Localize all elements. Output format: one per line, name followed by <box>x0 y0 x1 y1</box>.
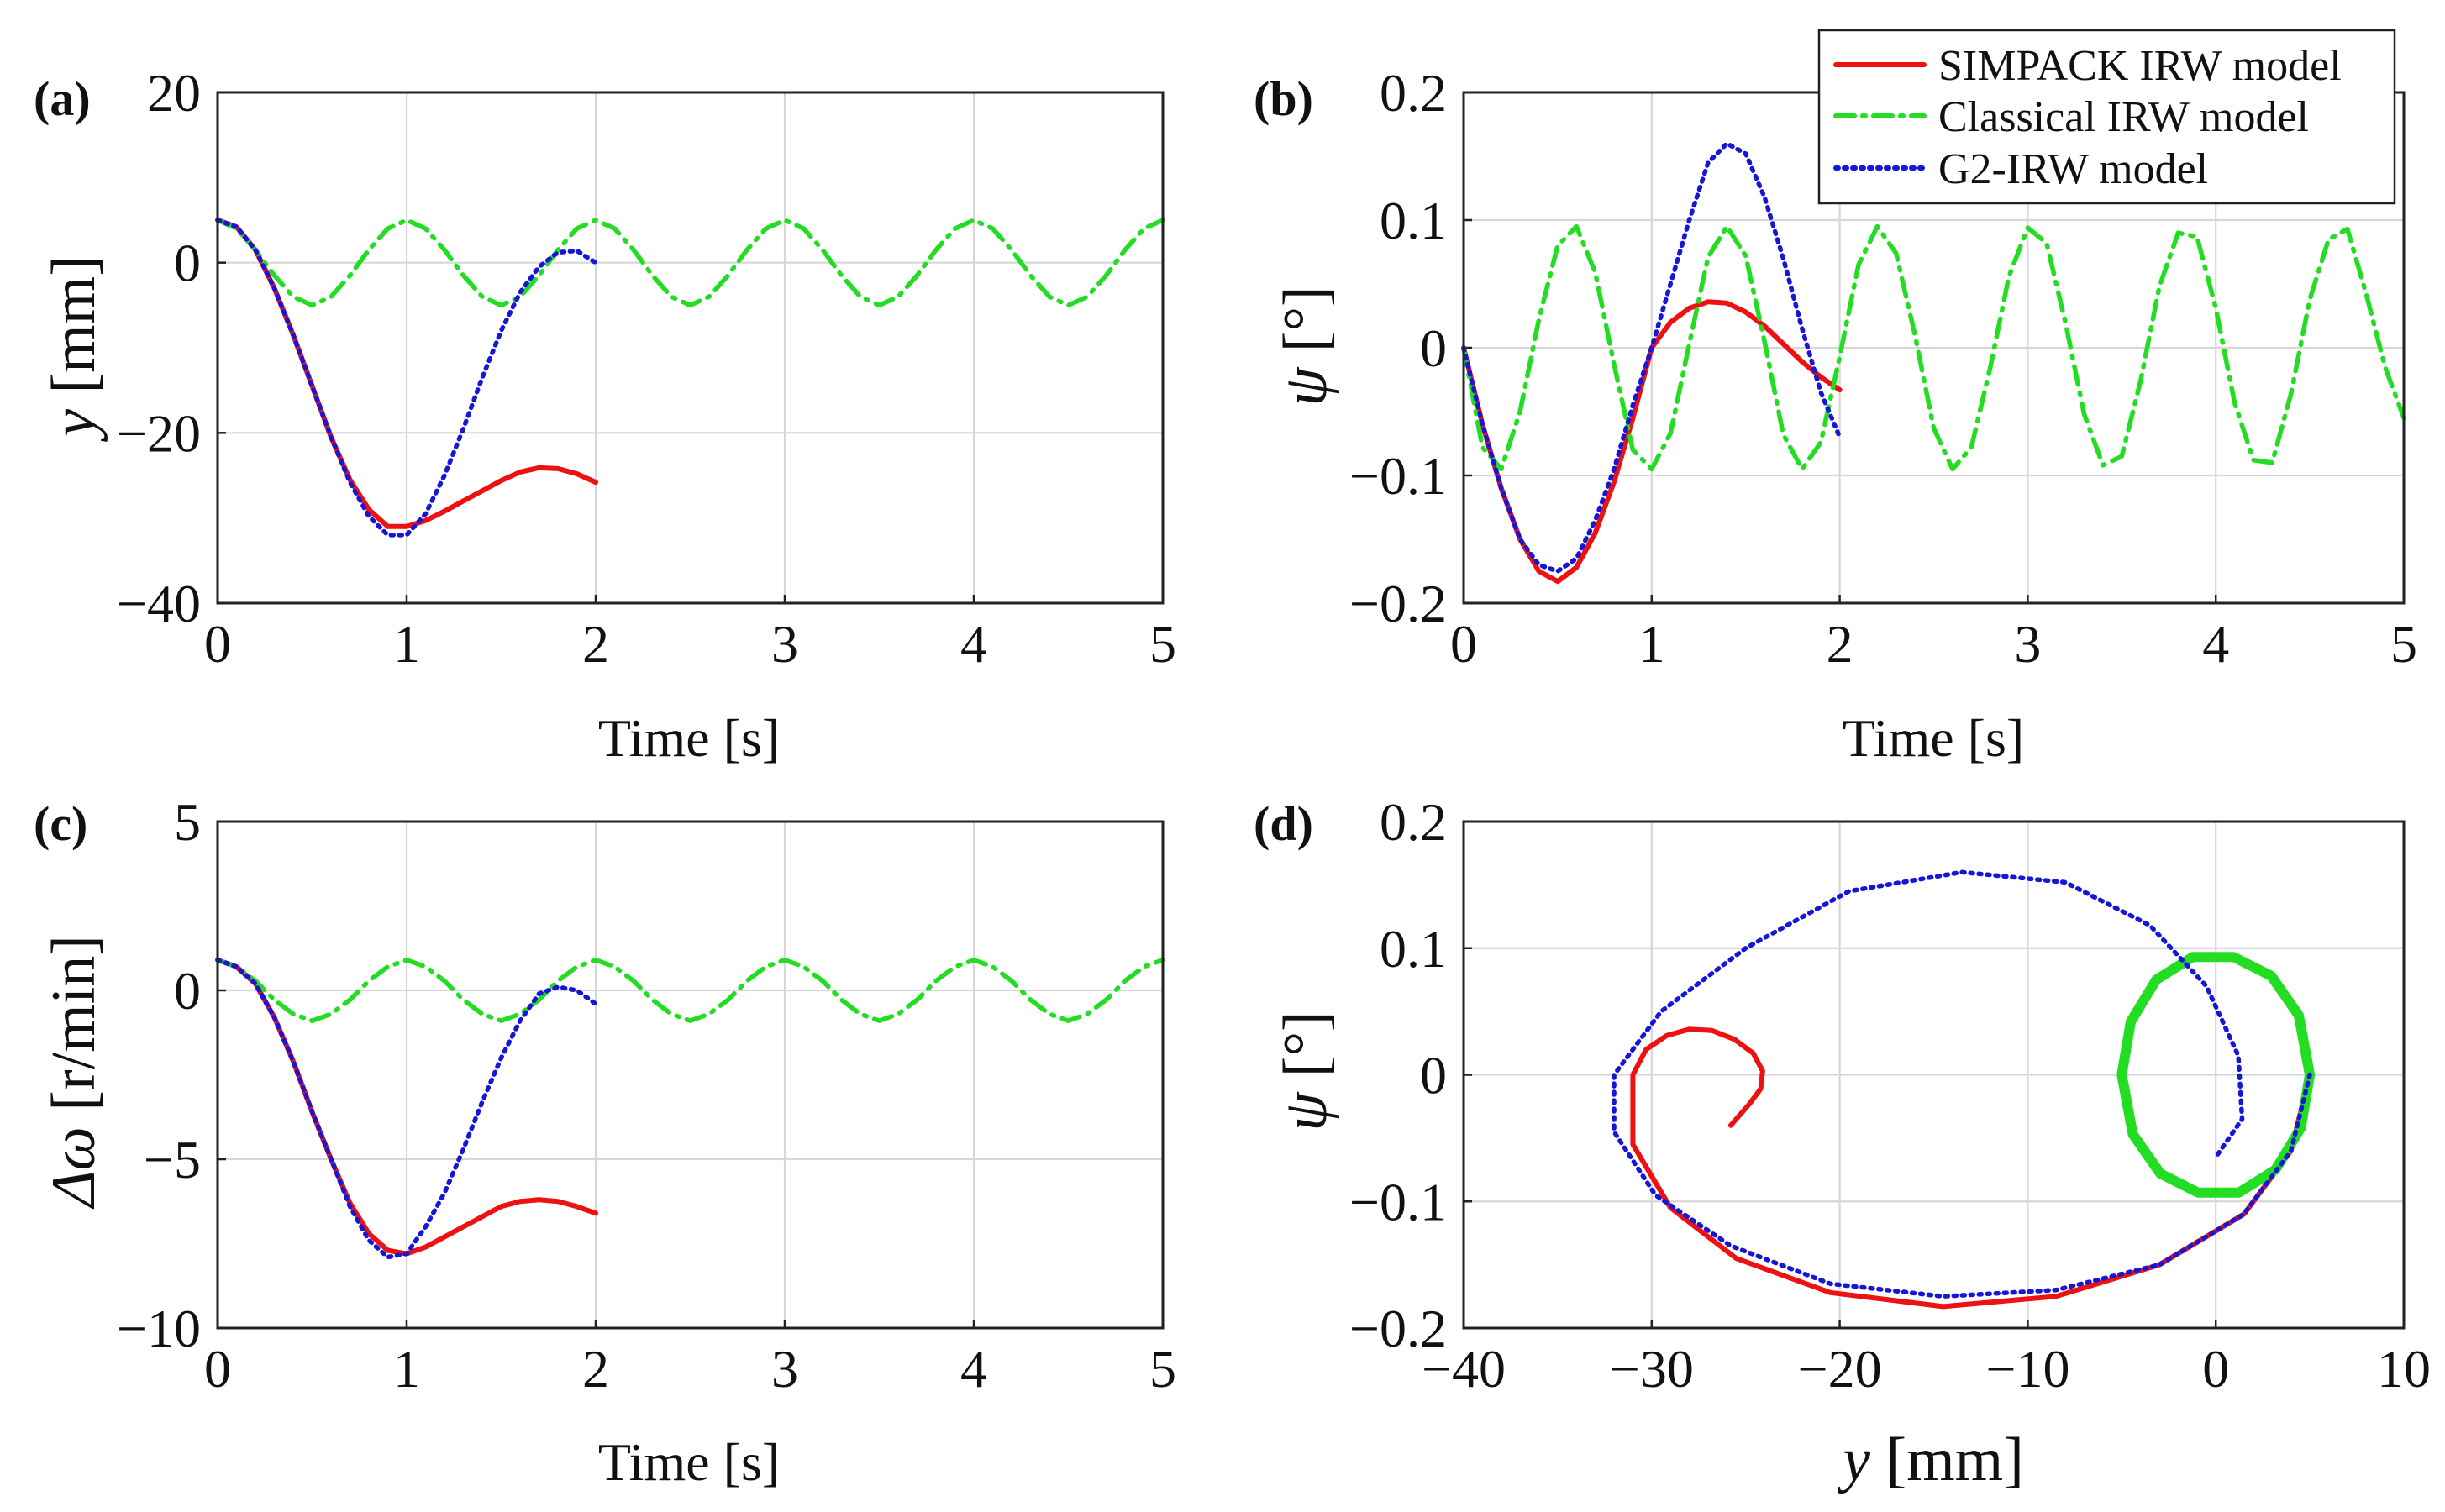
legend: SIMPACK IRW model Classical IRW model G2… <box>1817 29 2396 205</box>
panel-a-y-tick-label: 0 <box>174 234 201 293</box>
panel-d-series-g2 <box>1612 869 2312 1299</box>
panel-c-label: (c) <box>34 796 87 851</box>
panel-c-y-tick-label: 0 <box>174 961 201 1021</box>
panel-b-x-tick-label: 4 <box>2202 614 2229 674</box>
panel-a-series-g2 <box>215 218 598 538</box>
panel-a-y-tick-label: −20 <box>117 403 201 463</box>
panel-d-x-tick-label: −10 <box>1985 1339 2069 1399</box>
panel-a: (a) 0 1 2 3 4 5 −40 −20 0 20 Time [s] y [mm] <box>34 63 1176 768</box>
panel-c-x-tick-label: 5 <box>1149 1339 1176 1399</box>
panel-c-series-g2 <box>215 958 598 1260</box>
panel-d-x-tick-label: 10 <box>2377 1339 2431 1399</box>
panel-d-series-classical <box>2116 952 2316 1198</box>
panel-b-y-tick-label: 0.2 <box>1380 63 1447 123</box>
panel-d-x-axis-label-main: y <box>1837 1425 1870 1494</box>
panel-d-x-axis-label-suffix: [mm] <box>1870 1425 2024 1494</box>
panel-b-x-tick-label: 0 <box>1450 614 1477 674</box>
panel-a-y-tick-label: 20 <box>147 63 201 123</box>
panel-c-y-axis-label: Δω [r/min] <box>39 935 108 1210</box>
panel-b-x-tick-label: 3 <box>2014 614 2041 674</box>
panel-a-x-tick-label: 0 <box>204 614 231 674</box>
panel-b-x-tick-label: 2 <box>1827 614 1853 674</box>
panel-a-label: (a) <box>34 71 91 126</box>
panel-b-y-axis-label-suffix: [°] <box>1271 286 1340 367</box>
panel-a-y-axis-label-suffix: [mm] <box>39 255 108 409</box>
panel-a-x-tick-label: 5 <box>1149 614 1176 674</box>
panel-b-series-classical <box>1461 223 2406 472</box>
panel-d-y-axis-label-suffix: [°] <box>1271 1011 1340 1092</box>
panel-b-y-axis-label-main: ψ <box>1271 366 1340 407</box>
panel-a-x-tick-label: 1 <box>393 614 420 674</box>
panel-d: (d) −40 −30 −20 −10 0 10 −0.2 −0.1 0 0.1 0.2 y [mm… <box>1254 792 2431 1494</box>
panel-b-y-tick-label: −0.2 <box>1349 574 1447 633</box>
panel-b-y-tick-label: −0.1 <box>1349 446 1447 506</box>
panel-b-x-tick-label: 5 <box>2390 614 2417 674</box>
panel-d-axes-box <box>1462 820 2406 1330</box>
panel-c-y-tick-label: −5 <box>144 1130 201 1189</box>
panel-d-x-tick-label: −30 <box>1610 1339 1694 1399</box>
panel-b-y-axis-label: ψ [°] <box>1271 286 1340 406</box>
panel-c-series-classical <box>215 958 1165 1023</box>
panel-a-x-axis-label: Time [s] <box>598 708 780 768</box>
panel-c-y-tick-label: −10 <box>117 1299 201 1358</box>
panel-d-x-tick-label: −20 <box>1798 1339 1882 1399</box>
panel-a-series-classical <box>215 218 1165 308</box>
panel-c-x-tick-label: 1 <box>393 1339 420 1399</box>
panel-b-series-g2 <box>1461 141 1843 574</box>
panel-a-x-tick-label: 2 <box>582 614 609 674</box>
panel-a-y-axis-label-main: y <box>39 409 108 443</box>
panel-c-y-axis-label-main: Δω <box>39 1126 108 1210</box>
panel-c-x-axis-label: Time [s] <box>598 1432 780 1492</box>
panel-b-y-tick-label: 0 <box>1420 318 1447 378</box>
panel-d-y-axis-label-main: ψ <box>1271 1091 1340 1131</box>
panel-b-x-tick-label: 1 <box>1638 614 1665 674</box>
panel-c: (c) 0 1 2 3 4 5 −10 −5 0 5 Time [s] Δω [r/min] <box>34 792 1176 1492</box>
panel-c-y-tick-label: 5 <box>174 792 201 852</box>
legend-label-g2: G2-IRW model <box>1938 145 2208 193</box>
panel-d-y-tick-label: 0.1 <box>1380 919 1447 979</box>
panel-a-y-axis-label: y [mm] <box>39 255 108 443</box>
legend-label-classical: Classical IRW model <box>1938 93 2309 141</box>
panel-c-x-tick-label: 3 <box>771 1339 798 1399</box>
panel-b-y-tick-label: 0.1 <box>1380 191 1447 250</box>
panel-d-y-tick-label: 0 <box>1420 1046 1447 1105</box>
panel-c-x-tick-label: 4 <box>960 1339 987 1399</box>
panel-c-y-axis-label-suffix: [r/min] <box>39 935 108 1126</box>
panel-d-x-tick-label: −40 <box>1422 1339 1506 1399</box>
panel-c-x-tick-label: 2 <box>582 1339 609 1399</box>
panel-a-x-tick-label: 3 <box>771 614 798 674</box>
panel-c-axes-box <box>216 820 1165 1330</box>
panel-d-y-axis-label: ψ [°] <box>1271 1011 1340 1131</box>
panel-b-x-axis-label: Time [s] <box>1843 708 2024 768</box>
panel-d-label: (d) <box>1254 796 1313 851</box>
panel-d-x-axis-label: y [mm] <box>1837 1425 2024 1494</box>
panel-d-y-tick-label: −0.1 <box>1349 1172 1447 1231</box>
panel-a-x-tick-label: 4 <box>960 614 987 674</box>
panel-b-label: (b) <box>1254 71 1313 126</box>
panel-d-x-tick-label: 0 <box>2202 1339 2229 1399</box>
panel-d-y-tick-label: −0.2 <box>1349 1299 1447 1358</box>
panel-a-axes-box <box>216 91 1165 605</box>
panel-c-x-tick-label: 0 <box>204 1339 231 1399</box>
panel-d-series-simpack <box>1630 1026 2313 1310</box>
panel-a-y-tick-label: −40 <box>117 574 201 633</box>
legend-label-simpack: SIMPACK IRW model <box>1938 42 2342 90</box>
panel-d-y-tick-label: 0.2 <box>1380 792 1447 852</box>
panel-b: (b) 0 1 2 3 4 5 −0.2 −0.1 0 0.1 0.2 Time [s] ψ [°] <box>1254 63 2417 768</box>
